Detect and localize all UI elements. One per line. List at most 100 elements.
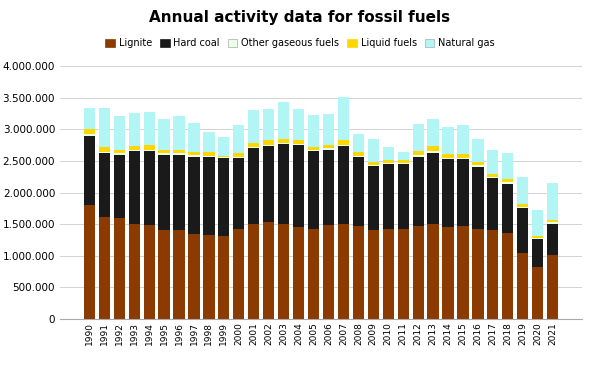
Bar <box>532 238 544 239</box>
Bar <box>517 207 529 209</box>
Bar <box>413 124 424 151</box>
Bar <box>188 123 200 152</box>
Bar <box>532 267 544 319</box>
Bar <box>84 135 95 136</box>
Bar <box>158 119 170 149</box>
Bar <box>502 184 514 233</box>
Bar <box>532 210 544 236</box>
Bar <box>502 153 514 179</box>
Bar <box>487 177 499 178</box>
Bar <box>353 152 364 156</box>
Bar <box>338 224 349 319</box>
Bar <box>442 227 454 319</box>
Bar <box>413 156 424 226</box>
Bar <box>203 152 215 156</box>
Bar <box>248 224 259 319</box>
Bar <box>472 166 484 229</box>
Bar <box>128 150 140 151</box>
Bar <box>457 125 469 154</box>
Bar <box>278 224 289 319</box>
Bar <box>487 230 499 319</box>
Bar <box>323 114 334 145</box>
Bar <box>502 179 514 182</box>
Bar <box>113 116 125 149</box>
Bar <box>413 226 424 319</box>
Bar <box>442 154 454 158</box>
Bar <box>203 131 215 152</box>
Bar <box>323 225 334 319</box>
Bar <box>113 155 125 218</box>
Bar <box>338 140 349 145</box>
Bar <box>472 162 484 165</box>
Bar <box>98 217 110 319</box>
Bar <box>84 108 95 130</box>
Bar <box>84 205 95 319</box>
Bar <box>278 138 289 143</box>
Bar <box>383 164 394 229</box>
Bar <box>98 108 110 147</box>
Bar <box>398 229 409 319</box>
Bar <box>383 229 394 319</box>
Bar <box>218 157 229 158</box>
Bar <box>517 209 529 252</box>
Bar <box>128 146 140 150</box>
Bar <box>143 112 155 145</box>
Bar <box>398 163 409 164</box>
Bar <box>293 140 304 144</box>
Bar <box>368 230 379 319</box>
Bar <box>398 164 409 229</box>
Bar <box>158 153 170 155</box>
Bar <box>547 183 558 220</box>
Bar <box>308 147 319 150</box>
Bar <box>233 156 244 158</box>
Bar <box>308 150 319 151</box>
Bar <box>338 97 349 140</box>
Bar <box>338 145 349 146</box>
Bar <box>532 236 544 238</box>
Bar <box>84 136 95 205</box>
Bar <box>188 234 200 319</box>
Bar <box>383 163 394 164</box>
Bar <box>128 151 140 224</box>
Bar <box>427 224 439 319</box>
Bar <box>308 229 319 319</box>
Text: Annual activity data for fossil fuels: Annual activity data for fossil fuels <box>149 10 451 25</box>
Bar <box>293 145 304 227</box>
Bar <box>487 150 499 173</box>
Bar <box>457 159 469 226</box>
Bar <box>427 151 439 153</box>
Bar <box>487 173 499 177</box>
Bar <box>502 182 514 184</box>
Bar <box>368 139 379 161</box>
Bar <box>323 150 334 225</box>
Bar <box>547 224 558 254</box>
Bar <box>532 239 544 267</box>
Bar <box>203 157 215 235</box>
Bar <box>457 154 469 158</box>
Bar <box>233 158 244 229</box>
Bar <box>368 161 379 165</box>
Bar <box>323 145 334 148</box>
Bar <box>353 156 364 157</box>
Bar <box>188 152 200 155</box>
Bar <box>128 224 140 319</box>
Bar <box>98 153 110 217</box>
Bar <box>457 226 469 319</box>
Bar <box>472 140 484 162</box>
Bar <box>442 127 454 154</box>
Bar <box>173 155 185 230</box>
Bar <box>113 218 125 319</box>
Bar <box>368 166 379 230</box>
Bar <box>203 156 215 157</box>
Bar <box>293 144 304 145</box>
Bar <box>218 137 229 156</box>
Bar <box>98 147 110 152</box>
Bar <box>218 158 229 236</box>
Bar <box>278 143 289 144</box>
Bar <box>113 149 125 153</box>
Bar <box>173 150 185 153</box>
Bar <box>113 153 125 155</box>
Bar <box>338 146 349 224</box>
Bar <box>128 113 140 146</box>
Bar <box>427 146 439 151</box>
